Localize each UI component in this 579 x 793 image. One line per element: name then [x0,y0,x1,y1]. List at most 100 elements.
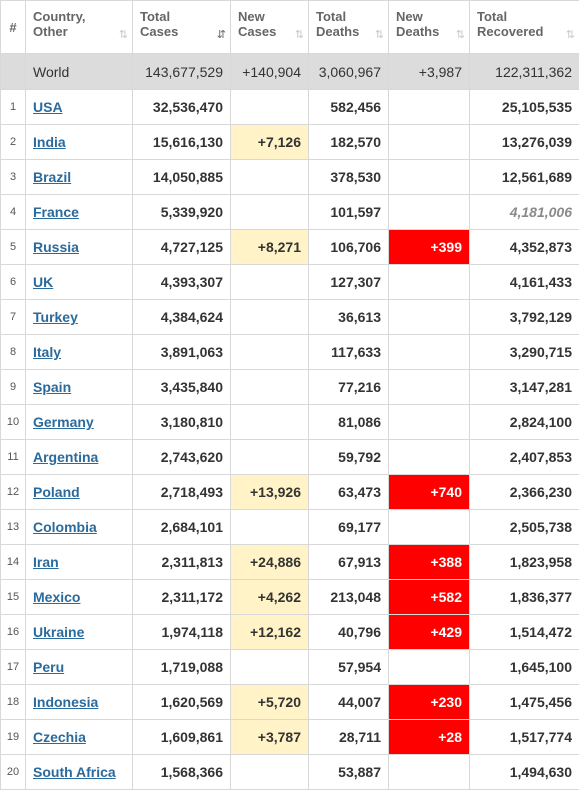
total-recovered-cell: 1,645,100 [469,649,579,685]
table-row: 1 USA 32,536,470 582,456 25,105,535 [0,89,579,125]
header-row: # Country, Other ⇅ Total Cases ⇵ New Cas… [0,0,579,54]
rank-cell: 6 [0,264,26,300]
header-new-cases[interactable]: New Cases ⇅ [230,0,309,54]
new-deaths-cell: +740 [388,474,470,510]
rank-cell: 15 [0,579,26,615]
world-total-cases: 143,677,529 [132,53,231,90]
country-link[interactable]: India [33,134,66,150]
new-cases-cell: +3,787 [230,719,309,755]
country-link[interactable]: Germany [33,414,94,430]
country-link[interactable]: UK [33,274,54,290]
total-deaths-cell: 28,711 [308,719,389,755]
sort-icon[interactable]: ⇅ [455,29,465,41]
total-recovered-cell: 2,407,853 [469,439,579,475]
sort-desc-icon[interactable]: ⇵ [216,29,226,41]
total-recovered-cell: 1,475,456 [469,684,579,720]
country-link[interactable]: Czechia [33,729,86,745]
sort-icon[interactable]: ⇅ [294,29,304,41]
total-recovered-cell: 2,824,100 [469,404,579,440]
new-deaths-cell [388,509,470,545]
total-recovered-cell: 4,181,006 [469,194,579,230]
header-new-deaths[interactable]: New Deaths ⇅ [388,0,470,54]
total-deaths-cell: 63,473 [308,474,389,510]
total-recovered-cell: 4,161,433 [469,264,579,300]
rank-cell: 18 [0,684,26,720]
total-cases-cell: 3,435,840 [132,369,231,405]
total-recovered-cell: 1,514,472 [469,614,579,650]
country-link[interactable]: Poland [33,484,80,500]
total-cases-cell: 4,384,624 [132,299,231,335]
country-link[interactable]: Iran [33,554,59,570]
new-cases-cell: +5,720 [230,684,309,720]
sort-icon[interactable]: ⇅ [565,29,575,41]
total-deaths-cell: 182,570 [308,124,389,160]
table-row: 17 Peru 1,719,088 57,954 1,645,100 [0,649,579,685]
country-cell: Argentina [25,439,133,475]
header-total-deaths-line2: Deaths [316,24,360,39]
new-cases-cell: +7,126 [230,124,309,160]
new-deaths-cell [388,264,470,300]
total-recovered-cell: 3,290,715 [469,334,579,370]
total-recovered-cell: 3,792,129 [469,299,579,335]
new-deaths-cell [388,649,470,685]
table-row: 16 Ukraine 1,974,118 +12,162 40,796 +429 1,514… [0,614,579,650]
total-deaths-cell: 67,913 [308,544,389,580]
country-cell: Indonesia [25,684,133,720]
header-total-deaths-line1: Total [316,9,347,24]
total-cases-cell: 32,536,470 [132,89,231,125]
new-cases-cell [230,439,309,475]
country-link[interactable]: France [33,204,79,220]
country-cell: Peru [25,649,133,685]
country-link[interactable]: Brazil [33,169,72,185]
new-cases-cell: +8,271 [230,229,309,265]
header-country[interactable]: Country, Other ⇅ [25,0,133,54]
header-total-recovered-line2: Recovered [477,24,544,39]
header-total-cases-line2: Cases [140,24,179,39]
sort-icon[interactable]: ⇅ [374,29,384,41]
total-deaths-cell: 101,597 [308,194,389,230]
table-row: 4 France 5,339,920 101,597 4,181,006 [0,194,579,230]
new-deaths-cell [388,159,470,195]
country-cell: France [25,194,133,230]
total-cases-cell: 1,719,088 [132,649,231,685]
total-cases-cell: 1,620,569 [132,684,231,720]
rank-cell: 13 [0,509,26,545]
header-total-deaths[interactable]: Total Deaths ⇅ [308,0,389,54]
total-cases-cell: 1,609,861 [132,719,231,755]
table-row: 8 Italy 3,891,063 117,633 3,290,715 [0,334,579,370]
country-link[interactable]: USA [33,99,63,115]
new-cases-cell [230,369,309,405]
country-link[interactable]: Colombia [33,519,97,535]
country-cell: Germany [25,404,133,440]
header-rank[interactable]: # [0,0,26,54]
header-country-line2: Other [33,24,68,39]
country-cell: Ukraine [25,614,133,650]
rank-cell: 14 [0,544,26,580]
country-link[interactable]: Italy [33,344,62,360]
new-deaths-cell: +388 [388,544,470,580]
country-cell: Mexico [25,579,133,615]
header-total-recovered-line1: Total [477,9,508,24]
total-deaths-cell: 36,613 [308,299,389,335]
total-recovered-cell: 25,105,535 [469,89,579,125]
total-deaths-cell: 213,048 [308,579,389,615]
country-link[interactable]: Spain [33,379,72,395]
new-deaths-cell [388,194,470,230]
header-new-deaths-line1: New [396,9,423,24]
country-link[interactable]: Russia [33,239,79,255]
country-link[interactable]: Ukraine [33,624,85,640]
header-total-cases[interactable]: Total Cases ⇵ [132,0,231,54]
country-link[interactable]: Indonesia [33,694,99,710]
table-row: 12 Poland 2,718,493 +13,926 63,473 +740 2,366,… [0,474,579,510]
sort-icon[interactable]: ⇅ [118,29,128,41]
header-total-recovered[interactable]: Total Recovered ⇅ [469,0,579,54]
new-cases-cell [230,194,309,230]
country-link[interactable]: Argentina [33,449,99,465]
total-cases-cell: 3,180,810 [132,404,231,440]
total-deaths-cell: 117,633 [308,334,389,370]
country-link[interactable]: Peru [33,659,65,675]
rank-cell: 11 [0,439,26,475]
country-link[interactable]: South Africa [33,764,116,780]
country-link[interactable]: Turkey [33,309,78,325]
country-link[interactable]: Mexico [33,589,81,605]
